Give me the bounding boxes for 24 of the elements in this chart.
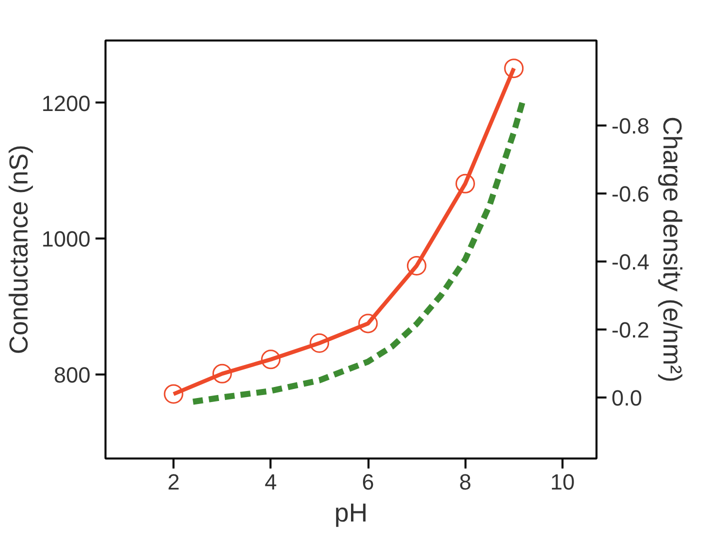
x-tick-label: 2 — [167, 470, 180, 494]
y2-tick-label: -0.6 — [612, 181, 650, 206]
x-axis-title: pH — [334, 498, 368, 528]
y-tick-label: 1200 — [42, 90, 91, 116]
y-tick-label: 800 — [54, 362, 91, 388]
y-axis-title: Conductance (nS) — [4, 144, 34, 354]
point — [358, 314, 378, 334]
point — [455, 174, 475, 194]
x-tick-label: 8 — [459, 470, 472, 494]
y2-axis-title: Charge density (e/nm²) — [657, 116, 688, 382]
y2-tick-label: -0.8 — [612, 113, 650, 138]
y2-tick-label: -0.4 — [612, 249, 650, 274]
point — [310, 333, 330, 353]
point — [212, 364, 232, 384]
point — [406, 256, 426, 276]
y2-tick-label: -0.2 — [612, 317, 650, 342]
x-tick-label: 6 — [362, 470, 374, 494]
point — [504, 58, 524, 78]
y-tick-label: 1000 — [42, 226, 91, 252]
x-tick-label: 4 — [264, 470, 277, 494]
point — [261, 350, 281, 370]
point — [164, 384, 184, 404]
y2-tick-label: 0.0 — [612, 385, 642, 410]
x-tick-label: 10 — [550, 470, 575, 494]
